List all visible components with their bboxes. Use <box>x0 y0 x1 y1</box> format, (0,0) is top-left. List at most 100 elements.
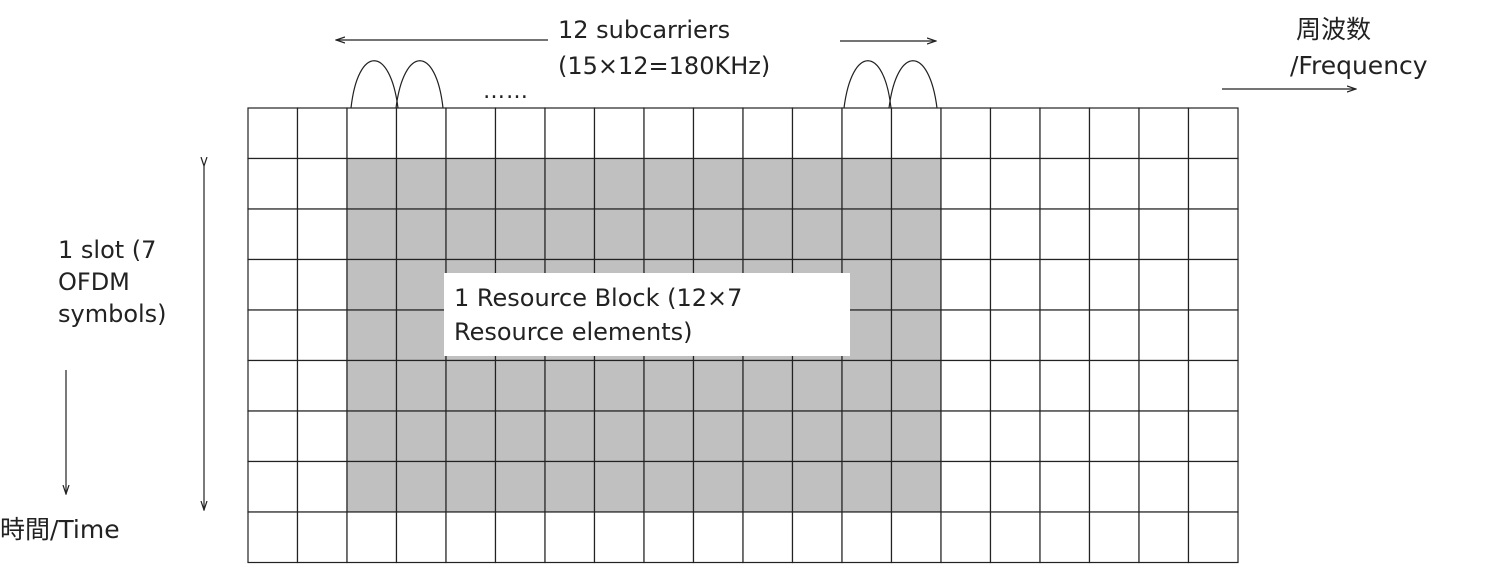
resource-block-element <box>841 157 893 210</box>
resource-block-element <box>346 410 398 463</box>
resource-block-element <box>445 157 497 210</box>
slot-label-line: 1 slot (7 <box>58 236 157 264</box>
resource-element <box>1187 208 1239 261</box>
resource-element <box>1039 460 1091 513</box>
resource-block-element <box>593 460 645 513</box>
resource-element <box>1088 460 1140 513</box>
slot-label-line: OFDM <box>58 268 130 296</box>
resource-element <box>692 511 744 564</box>
resource-element <box>247 410 299 463</box>
resource-element <box>247 157 299 210</box>
resource-block-element <box>791 410 843 463</box>
resource-block-element <box>445 208 497 261</box>
resource-element <box>1187 107 1239 160</box>
resource-element <box>445 511 497 564</box>
resource-element <box>395 107 447 160</box>
resource-block-element <box>494 460 546 513</box>
resource-element <box>940 460 992 513</box>
resource-block-element <box>346 208 398 261</box>
resource-block-element <box>395 359 447 412</box>
resource-block-element <box>346 258 398 311</box>
resource-element <box>494 511 546 564</box>
slot-label: 1 slot (7 OFDM symbols) <box>58 234 167 330</box>
resource-block-element <box>791 157 843 210</box>
resource-element <box>1138 157 1190 210</box>
resource-block-element <box>692 208 744 261</box>
resource-block-element <box>494 208 546 261</box>
resource-element <box>445 107 497 160</box>
resource-element <box>296 157 348 210</box>
resource-element <box>593 511 645 564</box>
resource-element <box>296 511 348 564</box>
resource-element <box>247 309 299 362</box>
resource-element <box>989 511 1041 564</box>
resource-element <box>940 309 992 362</box>
resource-element <box>247 107 299 160</box>
resource-element <box>1138 208 1190 261</box>
resource-block-element <box>445 460 497 513</box>
resource-block-element <box>544 410 596 463</box>
resource-element <box>296 107 348 160</box>
resource-element <box>742 107 794 160</box>
resource-element <box>989 359 1041 412</box>
resource-block-element <box>791 208 843 261</box>
resource-element <box>940 410 992 463</box>
resource-element <box>989 107 1041 160</box>
resource-block-element <box>395 410 447 463</box>
resource-element <box>1039 157 1091 210</box>
resource-element <box>940 511 992 564</box>
resource-element <box>544 107 596 160</box>
resource-block-element <box>742 410 794 463</box>
resource-element <box>593 107 645 160</box>
time-label: 時間/Time <box>0 515 120 544</box>
resource-element <box>940 208 992 261</box>
resource-block-element <box>445 410 497 463</box>
resource-element <box>247 511 299 564</box>
resource-element <box>346 107 398 160</box>
resource-block-label-line: 1 Resource Block (12×7 <box>454 284 743 312</box>
resource-block-element <box>841 410 893 463</box>
resource-element <box>1088 410 1140 463</box>
resource-element <box>247 208 299 261</box>
resource-block-element <box>643 208 695 261</box>
resource-element <box>989 157 1041 210</box>
resource-element <box>940 157 992 210</box>
resource-element <box>1039 410 1091 463</box>
resource-block-element <box>395 157 447 210</box>
resource-element <box>841 107 893 160</box>
resource-block-element <box>395 460 447 513</box>
resource-element <box>247 359 299 412</box>
resource-element <box>346 511 398 564</box>
resource-block-element <box>742 359 794 412</box>
resource-block-element <box>593 157 645 210</box>
resource-element <box>890 511 942 564</box>
resource-element <box>296 359 348 412</box>
resource-element <box>1187 460 1239 513</box>
resource-block-element <box>544 208 596 261</box>
ellipsis-label: …… <box>483 79 529 104</box>
resource-element <box>1088 511 1140 564</box>
resource-block-element <box>890 258 942 311</box>
resource-block-label: 1 Resource Block (12×7 Resource elements… <box>444 273 850 356</box>
resource-element <box>296 460 348 513</box>
resource-element <box>1088 107 1140 160</box>
subcarrier-count-label: 12 subcarriers <box>558 16 731 44</box>
resource-element <box>1138 410 1190 463</box>
resource-block-element <box>593 208 645 261</box>
resource-element <box>1088 258 1140 311</box>
resource-element <box>1138 309 1190 362</box>
resource-element <box>890 107 942 160</box>
resource-block-element <box>890 460 942 513</box>
resource-element <box>989 258 1041 311</box>
resource-block-element <box>890 208 942 261</box>
resource-element <box>791 107 843 160</box>
resource-element <box>989 208 1041 261</box>
resource-element <box>1187 258 1239 311</box>
resource-block-element <box>494 410 546 463</box>
subcarrier-spectrum-hump <box>888 60 938 109</box>
resource-block-element <box>643 410 695 463</box>
resource-block-element <box>890 157 942 210</box>
frequency-label-ja: 周波数 <box>1296 15 1372 44</box>
frequency-label-en: /Frequency <box>1290 51 1428 80</box>
resource-element <box>1138 460 1190 513</box>
